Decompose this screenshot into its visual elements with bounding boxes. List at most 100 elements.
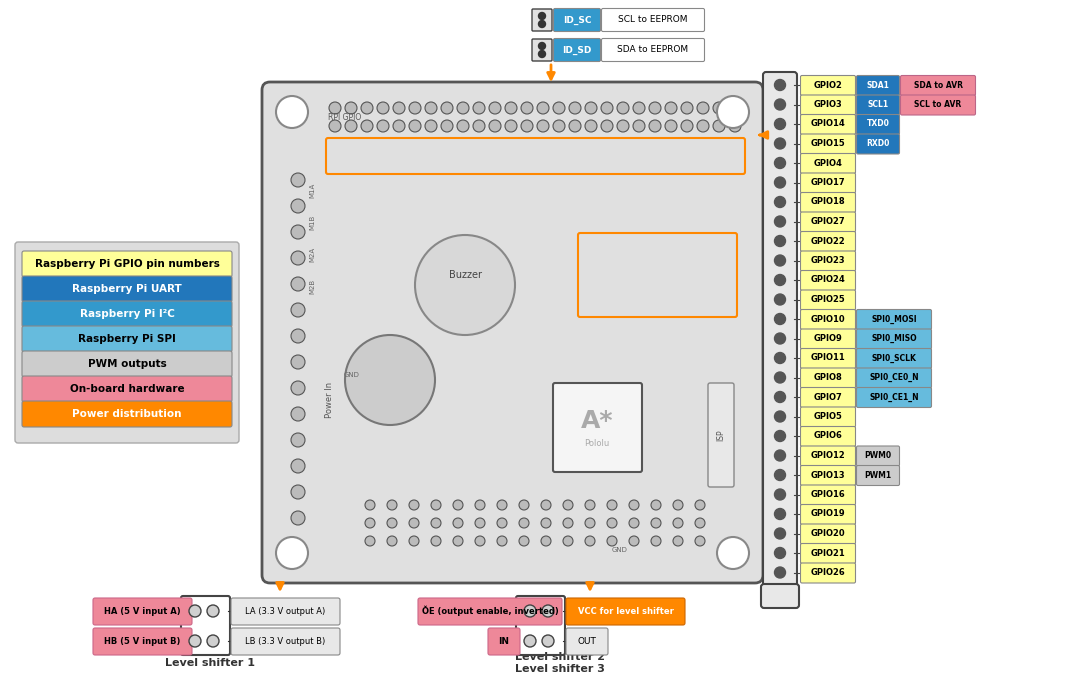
Circle shape <box>387 536 397 546</box>
FancyBboxPatch shape <box>554 8 601 32</box>
FancyBboxPatch shape <box>801 368 856 388</box>
Circle shape <box>681 120 692 132</box>
Circle shape <box>519 500 529 510</box>
Circle shape <box>775 255 786 266</box>
Text: ID_SC: ID_SC <box>563 15 591 24</box>
Text: SDA to EEPROM: SDA to EEPROM <box>618 46 688 55</box>
Circle shape <box>607 500 617 510</box>
Circle shape <box>775 235 786 246</box>
Circle shape <box>585 536 595 546</box>
Circle shape <box>585 102 597 114</box>
Circle shape <box>651 518 661 528</box>
Circle shape <box>775 274 786 286</box>
Text: GPIO7: GPIO7 <box>814 393 843 402</box>
Circle shape <box>291 459 305 473</box>
Circle shape <box>775 372 786 383</box>
Text: SCL1: SCL1 <box>868 100 888 109</box>
Text: Raspberry Pi I²C: Raspberry Pi I²C <box>80 309 174 319</box>
Circle shape <box>629 518 639 528</box>
Circle shape <box>291 407 305 421</box>
Text: SCL to AVR: SCL to AVR <box>914 100 962 109</box>
FancyBboxPatch shape <box>857 466 899 486</box>
Circle shape <box>291 433 305 447</box>
FancyBboxPatch shape <box>857 134 899 154</box>
Text: LB (3.3 V output B): LB (3.3 V output B) <box>246 636 326 645</box>
FancyBboxPatch shape <box>230 598 340 625</box>
Circle shape <box>473 120 485 132</box>
Circle shape <box>541 518 551 528</box>
Circle shape <box>695 500 705 510</box>
Circle shape <box>563 518 573 528</box>
Circle shape <box>409 120 421 132</box>
Text: GPIO16: GPIO16 <box>810 490 845 499</box>
FancyBboxPatch shape <box>801 212 856 232</box>
Circle shape <box>291 173 305 187</box>
Circle shape <box>775 430 786 442</box>
FancyBboxPatch shape <box>857 349 932 368</box>
Text: GPIO5: GPIO5 <box>814 412 843 421</box>
Circle shape <box>453 518 463 528</box>
Circle shape <box>585 518 595 528</box>
Circle shape <box>345 335 435 425</box>
Circle shape <box>775 216 786 227</box>
FancyBboxPatch shape <box>553 383 642 472</box>
Text: TXD0: TXD0 <box>867 120 889 129</box>
Circle shape <box>329 120 341 132</box>
Circle shape <box>537 120 549 132</box>
Circle shape <box>291 511 305 525</box>
Text: GPIO9: GPIO9 <box>814 334 843 343</box>
Circle shape <box>775 314 786 325</box>
FancyBboxPatch shape <box>532 39 552 61</box>
Text: ŎE (output enable, inverted): ŎE (output enable, inverted) <box>422 606 558 616</box>
Circle shape <box>457 102 469 114</box>
Circle shape <box>361 102 373 114</box>
Circle shape <box>665 120 677 132</box>
Circle shape <box>553 120 565 132</box>
Circle shape <box>775 99 786 110</box>
Text: PWM0: PWM0 <box>865 451 892 460</box>
FancyBboxPatch shape <box>900 76 976 95</box>
Text: SPI0_MOSI: SPI0_MOSI <box>871 314 916 323</box>
Circle shape <box>207 605 219 617</box>
Text: GPIO27: GPIO27 <box>810 217 845 226</box>
Circle shape <box>633 102 645 114</box>
Circle shape <box>617 102 629 114</box>
Circle shape <box>497 500 507 510</box>
Circle shape <box>607 536 617 546</box>
Text: GPIO8: GPIO8 <box>814 373 843 382</box>
Text: Power distribution: Power distribution <box>72 409 182 419</box>
FancyBboxPatch shape <box>532 9 552 31</box>
Text: SPI0_SCLK: SPI0_SCLK <box>872 354 916 363</box>
Circle shape <box>522 102 533 114</box>
Circle shape <box>377 120 390 132</box>
Circle shape <box>276 96 308 128</box>
Circle shape <box>673 536 683 546</box>
FancyBboxPatch shape <box>801 290 856 310</box>
Circle shape <box>475 536 485 546</box>
FancyBboxPatch shape <box>801 466 856 486</box>
Text: M2A: M2A <box>309 246 315 262</box>
Circle shape <box>431 500 441 510</box>
Circle shape <box>457 120 469 132</box>
Circle shape <box>569 120 581 132</box>
Circle shape <box>345 102 357 114</box>
Circle shape <box>497 518 507 528</box>
Text: PWM1: PWM1 <box>865 470 892 480</box>
Text: GPIO26: GPIO26 <box>810 568 845 577</box>
FancyBboxPatch shape <box>801 270 856 290</box>
FancyBboxPatch shape <box>801 95 856 115</box>
Circle shape <box>431 518 441 528</box>
FancyBboxPatch shape <box>801 173 856 193</box>
Circle shape <box>291 329 305 343</box>
Circle shape <box>717 96 749 128</box>
Text: HA (5 V input A): HA (5 V input A) <box>104 606 181 615</box>
Text: ID_SD: ID_SD <box>563 46 592 55</box>
FancyBboxPatch shape <box>262 82 763 583</box>
Circle shape <box>453 500 463 510</box>
Circle shape <box>505 102 517 114</box>
FancyBboxPatch shape <box>857 76 899 95</box>
Circle shape <box>569 102 581 114</box>
Circle shape <box>542 605 554 617</box>
Circle shape <box>585 120 597 132</box>
Circle shape <box>649 102 661 114</box>
